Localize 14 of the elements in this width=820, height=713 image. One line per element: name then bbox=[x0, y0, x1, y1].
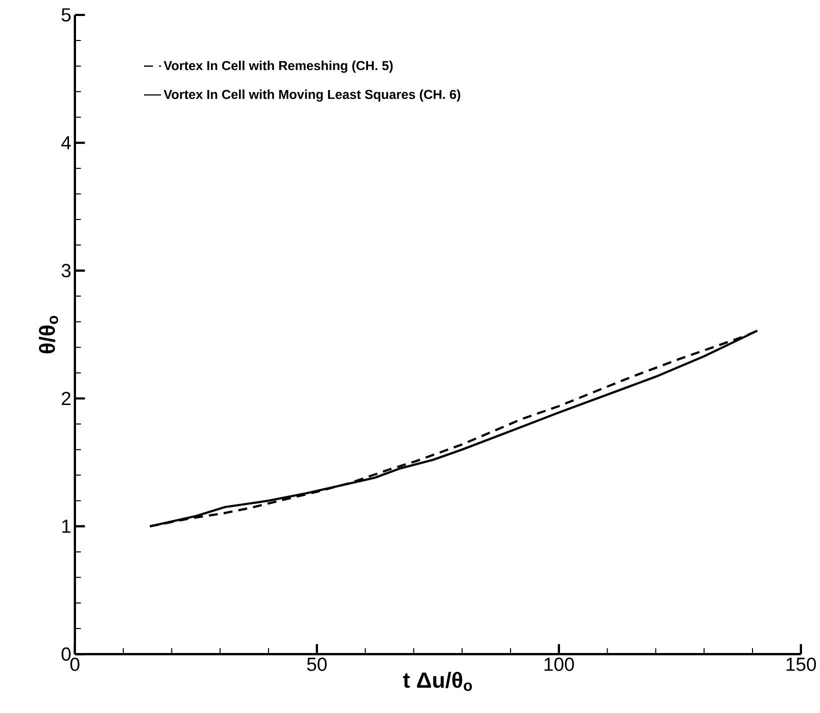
y-tick-label: 4 bbox=[61, 136, 71, 150]
x-tick-label: 0 bbox=[70, 658, 80, 671]
y-axis-title: θ/θ$_{o}$ bbox=[38, 316, 58, 354]
legend-label: Vortex In Cell with Remeshing (CH. 5) bbox=[164, 60, 393, 73]
x-tick-label: 50 bbox=[307, 658, 327, 671]
x-axis-title: t Δu/θ$_{o}$ bbox=[403, 672, 472, 691]
x-tick-label: 150 bbox=[786, 658, 816, 671]
y-tick-label: 1 bbox=[62, 520, 70, 533]
x-tick-label: 100 bbox=[544, 658, 574, 671]
y-tick-label: 2 bbox=[62, 392, 70, 406]
y-tick-label: 3 bbox=[62, 264, 71, 278]
y-tick-label: 5 bbox=[62, 8, 71, 22]
y-tick-label: 0 bbox=[62, 647, 71, 661]
legend-label: Vortex In Cell with Moving Least Squares (CH. 6) bbox=[164, 90, 460, 102]
